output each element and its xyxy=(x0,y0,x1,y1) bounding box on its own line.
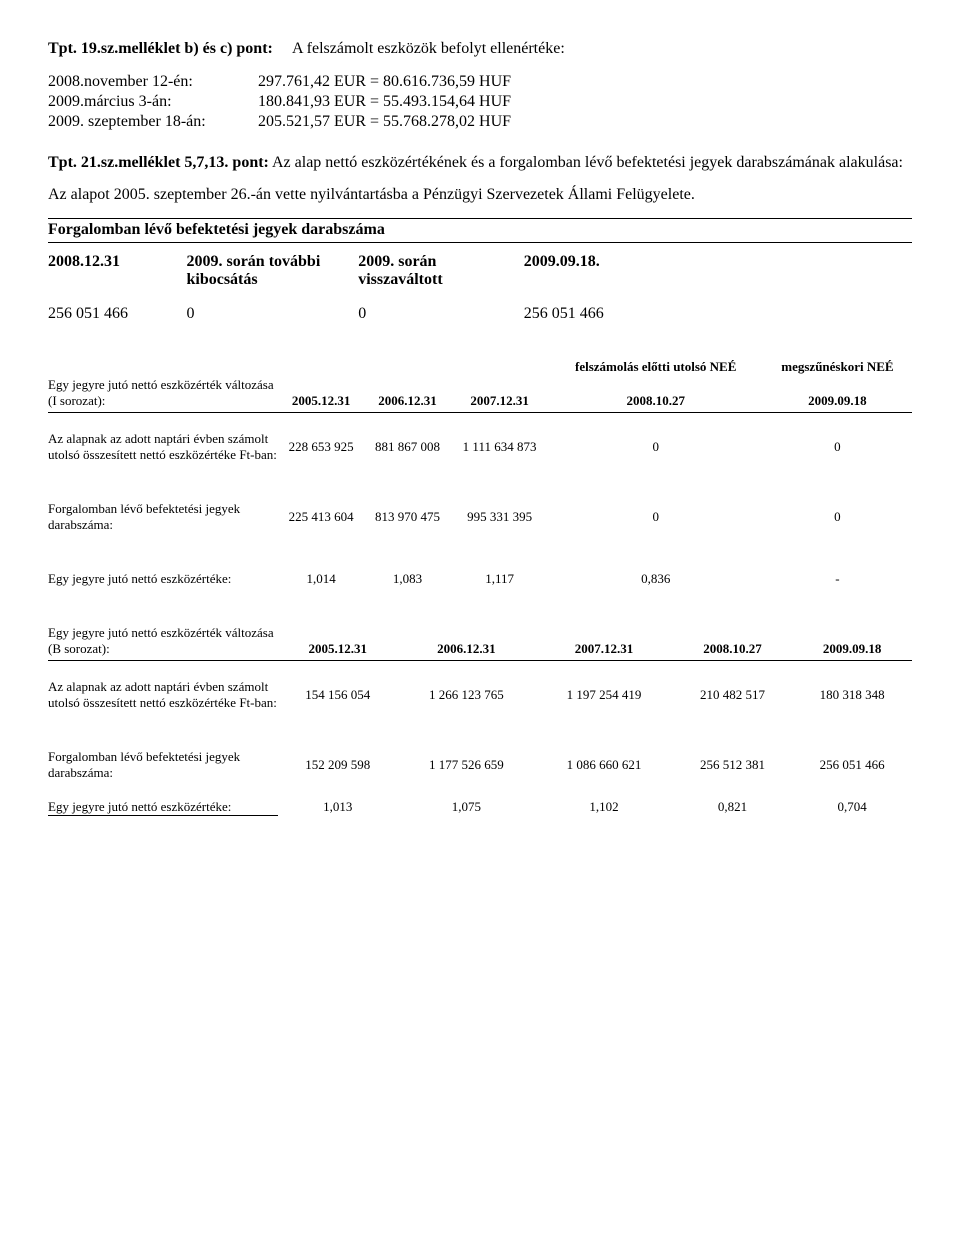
value-cell: 1 177 526 659 xyxy=(398,711,536,781)
rate-value-cell: 180.841,93 EUR = 55.493.154,64 HUF xyxy=(258,92,511,112)
section-19-value: A felszámolt eszközök befolyt ellenérték… xyxy=(292,40,565,57)
units-header-cell: 2009.09.18. xyxy=(524,253,688,305)
rate-value-cell: 205.521,57 EUR = 55.768.278,02 HUF xyxy=(258,112,511,132)
table-row: 256 051 466 0 0 256 051 466 xyxy=(48,305,688,323)
row-label: Az alapnak az adott naptári évben számol… xyxy=(48,413,278,463)
value-cell: 0 xyxy=(763,413,912,463)
col-sub-header: megszűnéskori NEÉ xyxy=(763,359,912,375)
value-cell: 210 482 517 xyxy=(673,661,793,711)
value-cell: - xyxy=(763,533,912,587)
value-cell: 1,117 xyxy=(451,533,549,587)
series-b-table: Egy jegyre jutó nettó eszközérték változ… xyxy=(48,623,912,816)
registration-paragraph: Az alapot 2005. szeptember 26.-án vette … xyxy=(48,186,912,204)
table-row: Forgalomban lévő befektetési jegyek dara… xyxy=(48,711,912,781)
value-cell: 881 867 008 xyxy=(364,413,450,463)
col-sub-header: felszámolás előtti utolsó NEÉ xyxy=(549,359,763,375)
units-header-cell: 2008.12.31 xyxy=(48,253,186,305)
value-cell: 1 266 123 765 xyxy=(398,661,536,711)
year-header-cell: 2006.12.31 xyxy=(364,375,450,409)
value-cell: 0 xyxy=(549,463,763,533)
year-header-cell: 2008.10.27 xyxy=(549,375,763,409)
value-cell: 0,836 xyxy=(549,533,763,587)
value-cell: 1 197 254 419 xyxy=(535,661,673,711)
value-cell: 813 970 475 xyxy=(364,463,450,533)
value-cell: 1 111 634 873 xyxy=(451,413,549,463)
units-value-cell: 256 051 466 xyxy=(48,305,186,323)
rate-value-cell: 297.761,42 EUR = 80.616.736,59 HUF xyxy=(258,72,511,92)
value-cell: 154 156 054 xyxy=(278,661,398,711)
units-header-cell: 2009. során visszaváltott xyxy=(358,253,524,305)
value-cell: 1,013 xyxy=(278,781,398,816)
table-row: 2009. szeptember 18-án: 205.521,57 EUR =… xyxy=(48,112,511,132)
year-header-cell: 2009.09.18 xyxy=(792,623,912,657)
exchange-rates-table: 2008.november 12-én: 297.761,42 EUR = 80… xyxy=(48,72,511,132)
section-21-label: Tpt. 21.sz.melléklet 5,7,13. pont: xyxy=(48,154,269,171)
value-cell: 256 051 466 xyxy=(792,711,912,781)
row-label: Egy jegyre jutó nettó eszközértéke: xyxy=(48,781,278,816)
units-header-cell: 2009. során további kibocsátás xyxy=(186,253,358,305)
table-row: Forgalomban lévő befektetési jegyek dara… xyxy=(48,463,912,533)
units-value-cell: 0 xyxy=(358,305,524,323)
rate-date-cell: 2009. szeptember 18-án: xyxy=(48,112,258,132)
series-b-title: Egy jegyre jutó nettó eszközérték változ… xyxy=(48,623,278,657)
row-label: Az alapnak az adott naptári évben számol… xyxy=(48,661,278,711)
value-cell: 152 209 598 xyxy=(278,711,398,781)
row-label: Forgalomban lévő befektetési jegyek dara… xyxy=(48,711,278,781)
value-cell: 1,083 xyxy=(364,533,450,587)
section-divider: Forgalomban lévő befektetési jegyek dara… xyxy=(48,218,912,243)
value-cell: 0 xyxy=(549,413,763,463)
table-row: Egy jegyre jutó nettó eszközértéke: 1,01… xyxy=(48,781,912,816)
value-cell: 995 331 395 xyxy=(451,463,549,533)
year-header-cell: 2007.12.31 xyxy=(451,375,549,409)
table-row: 2009.március 3-án: 180.841,93 EUR = 55.4… xyxy=(48,92,511,112)
year-header-cell: 2009.09.18 xyxy=(763,375,912,409)
table-header-row: Egy jegyre jutó nettó eszközérték változ… xyxy=(48,623,912,657)
value-cell: 1 086 660 621 xyxy=(535,711,673,781)
table-row: Az alapnak az adott naptári évben számol… xyxy=(48,413,912,463)
year-header-cell: 2005.12.31 xyxy=(278,375,364,409)
row-label: Egy jegyre jutó nettó eszközértéke: xyxy=(48,533,278,587)
table-header-row: Egy jegyre jutó nettó eszközérték változ… xyxy=(48,375,912,409)
year-header-cell: 2006.12.31 xyxy=(398,623,536,657)
value-cell: 180 318 348 xyxy=(792,661,912,711)
units-value-cell: 256 051 466 xyxy=(524,305,688,323)
units-title: Forgalomban lévő befektetési jegyek dara… xyxy=(48,221,385,238)
units-value-cell: 0 xyxy=(186,305,358,323)
value-cell: 228 653 925 xyxy=(278,413,364,463)
row-label: Forgalomban lévő befektetési jegyek dara… xyxy=(48,463,278,533)
value-cell: 1,075 xyxy=(398,781,536,816)
units-table: 2008.12.31 2009. során további kibocsátá… xyxy=(48,253,688,323)
value-cell: 256 512 381 xyxy=(673,711,793,781)
table-row: Az alapnak az adott naptári évben számol… xyxy=(48,661,912,711)
series-i-title: Egy jegyre jutó nettó eszközérték változ… xyxy=(48,375,278,409)
year-header-cell: 2005.12.31 xyxy=(278,623,398,657)
table-super-header-row: felszámolás előtti utolsó NEÉ megszűnésk… xyxy=(48,359,912,375)
section-21-paragraph: Tpt. 21.sz.melléklet 5,7,13. pont: Az al… xyxy=(48,154,912,172)
series-i-table: felszámolás előtti utolsó NEÉ megszűnésk… xyxy=(48,359,912,587)
value-cell: 0,821 xyxy=(673,781,793,816)
table-row: 2008.november 12-én: 297.761,42 EUR = 80… xyxy=(48,72,511,92)
value-cell: 225 413 604 xyxy=(278,463,364,533)
section-19-header: Tpt. 19.sz.melléklet b) és c) pont: A fe… xyxy=(48,40,912,58)
section-21-text: Az alap nettó eszközértékének és a forga… xyxy=(269,154,903,171)
value-cell: 1,014 xyxy=(278,533,364,587)
value-cell: 0 xyxy=(763,463,912,533)
rate-date-cell: 2009.március 3-án: xyxy=(48,92,258,112)
value-cell: 1,102 xyxy=(535,781,673,816)
year-header-cell: 2007.12.31 xyxy=(535,623,673,657)
table-header-row: 2008.12.31 2009. során további kibocsátá… xyxy=(48,253,688,305)
year-header-cell: 2008.10.27 xyxy=(673,623,793,657)
value-cell: 0,704 xyxy=(792,781,912,816)
section-19-label: Tpt. 19.sz.melléklet b) és c) pont: xyxy=(48,40,273,57)
rate-date-cell: 2008.november 12-én: xyxy=(48,72,258,92)
table-row: Egy jegyre jutó nettó eszközértéke: 1,01… xyxy=(48,533,912,587)
